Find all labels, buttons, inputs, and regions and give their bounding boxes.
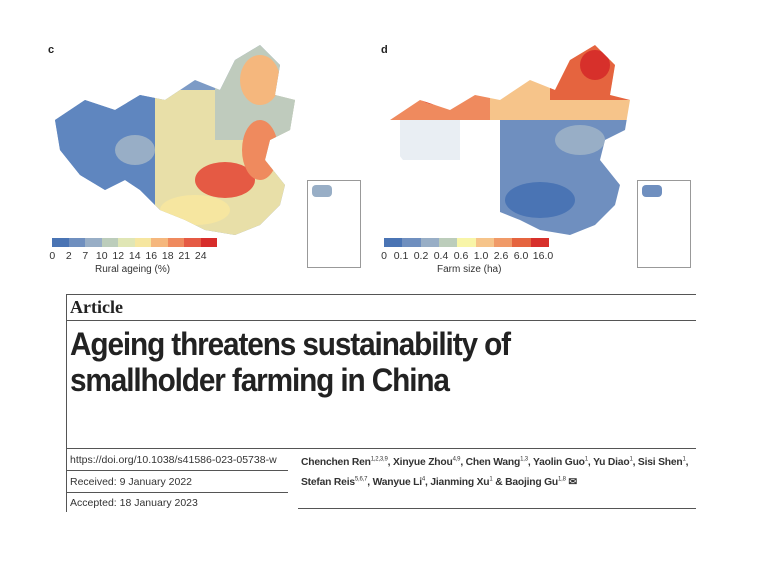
panel-c-ticks: 0 2 7 10 12 14 16 18 21 24 xyxy=(44,250,209,262)
tick-label: 2.6 xyxy=(493,250,509,262)
divider xyxy=(66,294,696,295)
tick-label: 1.0 xyxy=(473,250,489,262)
author-affiliation: 1 xyxy=(584,457,588,463)
author-affiliation: 1 xyxy=(682,457,686,463)
divider xyxy=(66,294,67,512)
colorbar-swatch xyxy=(530,238,549,247)
author-separator: & xyxy=(492,476,506,488)
colorbar-swatch xyxy=(512,238,531,247)
panel-d-axis-label: Farm size (ha) xyxy=(437,264,502,275)
author-separator: , xyxy=(387,457,393,469)
doi-link[interactable]: https://doi.org/10.1038/s41586-023-05738… xyxy=(70,454,277,466)
panel-c-axis-label: Rural ageing (%) xyxy=(95,264,171,275)
tick-label: 0.1 xyxy=(393,250,409,262)
farm-size-map xyxy=(390,45,630,235)
colorbar-swatch xyxy=(475,238,494,247)
panel-c-colorbar xyxy=(52,238,217,247)
author-affiliation: 1,3 xyxy=(520,457,528,463)
author-name[interactable]: Chenchen Ren xyxy=(301,457,371,469)
divider xyxy=(66,470,288,471)
tick-label: 14 xyxy=(128,250,141,262)
author-affiliation: 4,9 xyxy=(452,457,461,463)
author-name[interactable]: Jianming Xu xyxy=(430,476,490,488)
author-name[interactable]: Baojing Gu xyxy=(505,476,559,488)
author-separator: , xyxy=(685,457,689,469)
author-separator: , xyxy=(632,457,638,469)
tick-label: 2 xyxy=(65,250,72,262)
divider xyxy=(66,492,288,493)
panel-d-colorbar xyxy=(384,238,549,247)
article-title: Ageing threatens sustainability of small… xyxy=(70,326,721,398)
author-separator: , xyxy=(425,476,431,488)
author-separator: , xyxy=(527,457,533,469)
tick-label: 7 xyxy=(82,250,89,262)
tick-label: 0.4 xyxy=(433,250,449,262)
author-name[interactable]: Yaolin Guo xyxy=(533,457,585,469)
author-affiliation: 1 xyxy=(489,476,493,483)
author-name[interactable]: Wanyue Li xyxy=(372,476,423,488)
tick-label: 10 xyxy=(95,250,108,262)
tick-label: 0.2 xyxy=(413,250,429,262)
author-separator: , xyxy=(587,457,594,469)
colorbar-swatch xyxy=(167,238,184,247)
colorbar-swatch xyxy=(184,238,201,247)
author-name[interactable]: Stefan Reis xyxy=(301,476,355,488)
tick-label: 0 xyxy=(49,250,56,262)
author-separator: ✉ xyxy=(565,476,577,488)
tick-label: 16 xyxy=(145,250,158,262)
author-list: Chenchen Ren1,2,3,9, Xinyue Zhou4,9, Che… xyxy=(301,452,701,491)
accepted-date: Accepted: 18 January 2023 xyxy=(70,497,198,509)
colorbar-swatch xyxy=(200,238,217,247)
tick-label: 0 xyxy=(381,250,387,262)
author-affiliation: 4 xyxy=(421,476,426,483)
tick-label: 18 xyxy=(161,250,174,262)
colorbar-swatch xyxy=(101,238,118,247)
rural-ageing-map xyxy=(55,45,295,235)
colorbar-swatch xyxy=(85,238,102,247)
tick-label: 0.6 xyxy=(453,250,469,262)
tick-label: 24 xyxy=(194,250,207,262)
colorbar-swatch xyxy=(457,238,476,247)
panel-d-inset-map xyxy=(637,180,691,268)
panel-d-label: d xyxy=(381,44,388,56)
author-name[interactable]: Yu Diao xyxy=(593,457,630,469)
colorbar-swatch xyxy=(420,238,439,247)
divider xyxy=(298,508,696,509)
title-line: smallholder farming in China xyxy=(70,362,450,398)
tick-label: 16.0 xyxy=(532,250,554,262)
colorbar-swatch xyxy=(151,238,168,247)
author-affiliation: 1 xyxy=(629,457,633,463)
colorbar-swatch xyxy=(52,238,69,247)
author-separator: , xyxy=(367,476,373,488)
section-label: Article xyxy=(70,297,123,317)
divider xyxy=(66,320,696,321)
tick-label: 21 xyxy=(178,250,191,262)
colorbar-swatch xyxy=(384,238,403,247)
tick-label: 12 xyxy=(112,250,125,262)
author-separator: , xyxy=(460,457,466,469)
divider xyxy=(66,448,696,449)
colorbar-swatch xyxy=(68,238,85,247)
panel-c-label: c xyxy=(48,44,55,56)
panel-c-inset-map xyxy=(307,180,361,268)
colorbar-swatch xyxy=(402,238,421,247)
panel-d-ticks: 0 0.1 0.2 0.4 0.6 1.0 2.6 6.0 16.0 xyxy=(377,250,555,262)
author-name[interactable]: Sisi Shen xyxy=(637,457,683,469)
author-name[interactable]: Xinyue Zhou xyxy=(392,457,453,469)
author-affiliation: 1,2,3,9 xyxy=(370,457,388,463)
colorbar-swatch xyxy=(118,238,135,247)
received-date: Received: 9 January 2022 xyxy=(70,476,192,488)
author-name[interactable]: Chen Wang xyxy=(465,457,521,469)
tick-label: 6.0 xyxy=(513,250,529,262)
author-affiliation: 5,6,7 xyxy=(354,476,368,483)
colorbar-swatch xyxy=(438,238,458,247)
colorbar-swatch xyxy=(493,238,513,247)
title-line: Ageing threatens sustainability of xyxy=(70,326,511,362)
colorbar-swatch xyxy=(134,238,151,247)
author-affiliation: 1,8 xyxy=(558,476,566,483)
